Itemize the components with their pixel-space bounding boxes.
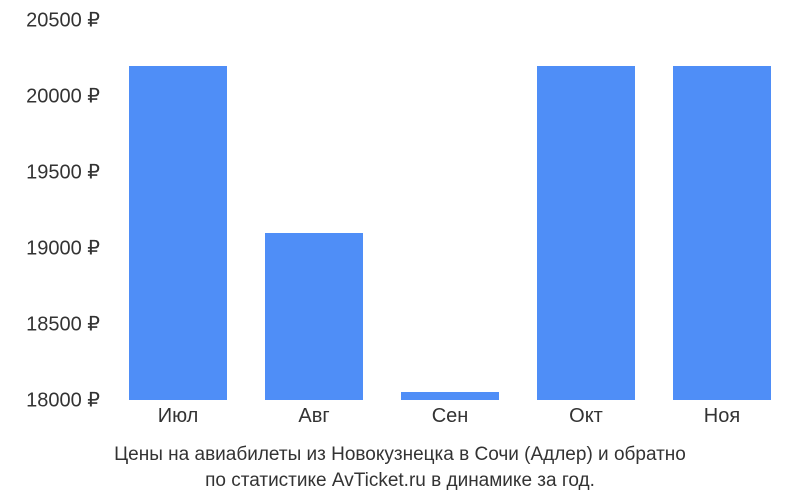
y-tick-label: 18000 ₽: [26, 388, 100, 413]
caption-line-1: Цены на авиабилеты из Новокузнецка в Соч…: [114, 444, 686, 465]
y-tick-label: 20000 ₽: [26, 84, 100, 109]
y-tick-label: 18500 ₽: [26, 312, 100, 337]
price-chart: 18000 ₽ 18500 ₽ 19000 ₽ 19500 ₽ 20000 ₽ 20500…: [0, 0, 800, 500]
x-tick-label: Июл: [158, 405, 199, 428]
x-tick-label: Ноя: [704, 405, 740, 428]
bar: [537, 66, 635, 400]
x-tick-label: Окт: [569, 405, 603, 428]
x-axis: Июл Авг Сен Окт Ноя: [110, 405, 790, 435]
y-axis: 18000 ₽ 18500 ₽ 19000 ₽ 19500 ₽ 20000 ₽ 20500…: [0, 0, 110, 420]
bar: [401, 392, 499, 400]
bar: [129, 66, 227, 400]
x-tick-label: Авг: [298, 405, 329, 428]
chart-caption: Цены на авиабилеты из Новокузнецка в Соч…: [0, 442, 800, 493]
caption-line-2: по статистике AvTicket.ru в динамике за …: [205, 470, 595, 491]
plot-area: [110, 20, 790, 400]
x-tick-label: Сен: [432, 405, 469, 428]
bar: [265, 233, 363, 400]
y-tick-label: 20500 ₽: [26, 8, 100, 33]
bar: [673, 66, 771, 400]
y-tick-label: 19000 ₽: [26, 236, 100, 261]
y-tick-label: 19500 ₽: [26, 160, 100, 185]
